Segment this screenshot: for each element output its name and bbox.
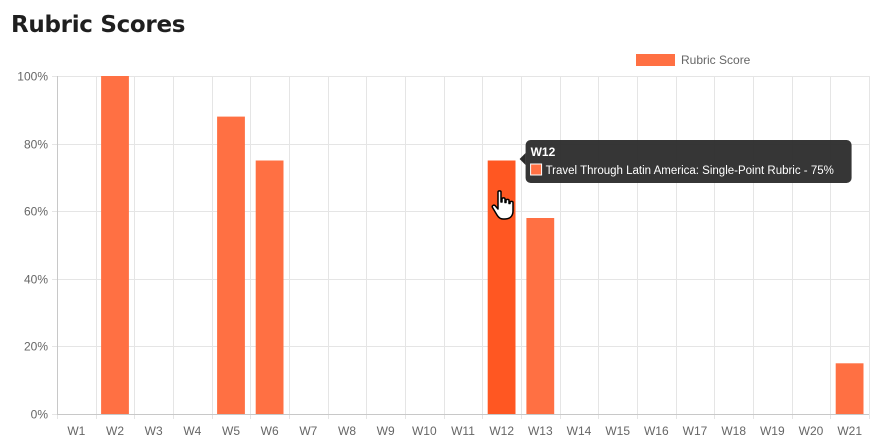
hand-cursor-icon	[491, 190, 514, 220]
x-tick-label: W17	[683, 424, 708, 438]
legend[interactable]: Rubric Score	[636, 53, 751, 67]
x-tick-label: W15	[605, 424, 630, 438]
bar-w2[interactable]	[101, 76, 129, 414]
tooltip: W12 Travel Through Latin America: Single-…	[519, 140, 852, 183]
x-tick-label: W8	[338, 424, 356, 438]
x-tick-label: W6	[261, 424, 279, 438]
y-tick-label: 100%	[17, 70, 48, 84]
tooltip-swatch	[530, 163, 543, 176]
y-tick-label: 20%	[24, 340, 48, 354]
y-tick-label: 0%	[31, 408, 49, 422]
x-tick-label: W19	[760, 424, 785, 438]
grid-lines	[52, 76, 870, 419]
x-tick-label: W10	[412, 424, 437, 438]
x-tick-label: W14	[567, 424, 592, 438]
x-tick-label: W4	[183, 424, 201, 438]
x-tick-label: W21	[837, 424, 862, 438]
x-tick-label: W13	[528, 424, 553, 438]
y-tick-label: 40%	[24, 273, 48, 287]
legend-label: Rubric Score	[681, 53, 751, 67]
tooltip-body: Travel Through Latin America: Single-Poi…	[546, 165, 834, 177]
x-tick-label: W1	[67, 424, 85, 438]
x-tick-label: W9	[377, 424, 395, 438]
x-tick-label: W12	[489, 424, 514, 438]
x-tick-label: W5	[222, 424, 240, 438]
x-tick-label: W2	[106, 424, 124, 438]
x-tick-label: W20	[799, 424, 824, 438]
tooltip-title: W12	[531, 145, 556, 159]
legend-swatch	[636, 54, 675, 66]
bar-w21[interactable]	[835, 363, 864, 414]
axes: 0% 20% 40% 60% 80% 100% W1 W2 W3 W4 W5 W6 W7 W8 W9 W10 W…	[17, 70, 869, 438]
x-tick-label: W11	[451, 424, 475, 438]
bar-w13[interactable]	[526, 218, 555, 414]
bar-w6[interactable]	[255, 160, 284, 415]
bar-w5[interactable]	[217, 116, 245, 414]
page-title: Rubric Scores	[11, 12, 186, 38]
x-tick-label: W3	[145, 424, 163, 438]
y-tick-label: 80%	[24, 138, 48, 152]
x-tick-label: W7	[299, 424, 317, 438]
x-tick-label: W18	[721, 424, 746, 438]
tooltip-box	[525, 140, 852, 183]
x-tick-label: W16	[644, 424, 669, 438]
tooltip-caret	[519, 153, 526, 165]
y-tick-label: 60%	[24, 205, 48, 219]
